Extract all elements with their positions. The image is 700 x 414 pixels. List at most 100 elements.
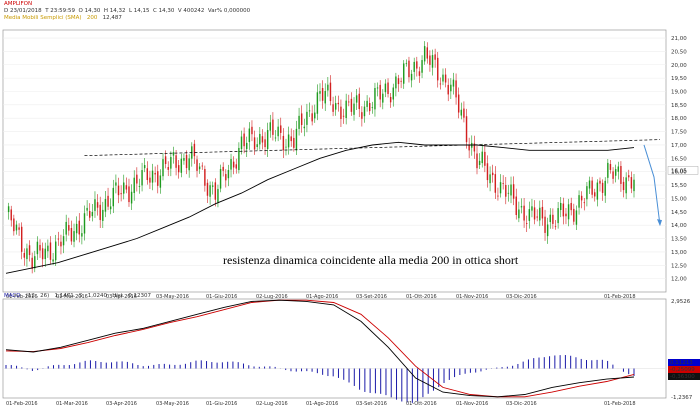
price-x-tick-label: 01-Nov-2016 <box>456 294 488 300</box>
price-tick-label: 13,50 <box>671 237 687 243</box>
forecast-arrow <box>643 144 661 226</box>
candle-body <box>282 135 285 151</box>
candle-body <box>277 126 279 137</box>
candle-body <box>560 202 562 211</box>
candle-body <box>209 185 211 197</box>
candle-body <box>217 188 219 203</box>
macd-name: MACD <box>4 293 21 299</box>
price-tick-label: 14,00 <box>671 223 687 229</box>
candle-body <box>28 245 31 256</box>
candle-body <box>452 79 455 87</box>
candle-body <box>410 73 413 81</box>
candle-body <box>306 111 308 125</box>
price-x-tick-label: 02-Lug-2016 <box>256 294 288 300</box>
candle-body <box>591 180 593 195</box>
macd-bottom-tick: -1,2367 <box>671 395 693 401</box>
candle-body <box>94 199 96 211</box>
candle-body <box>374 88 376 110</box>
candle-body <box>478 160 481 165</box>
candle-body <box>128 186 130 203</box>
candle-body <box>172 152 175 156</box>
candle-body <box>586 186 588 200</box>
candle-body <box>70 227 73 242</box>
macd-value-badge <box>668 373 700 380</box>
macd-x-tick-label: 03-Set-2016 <box>356 401 387 407</box>
candle-body <box>83 213 86 234</box>
candle-body <box>376 87 379 89</box>
quote-line: D 23/01/2018 T 23:59:59 O 14,30 H 14,32 … <box>4 8 250 15</box>
quote-time: T 23:59:59 <box>45 8 75 14</box>
candle-body <box>62 236 65 246</box>
candle-body <box>437 57 439 81</box>
candle-body <box>290 136 292 142</box>
quote-open: O 14,30 <box>78 8 101 14</box>
candle-body <box>554 226 557 228</box>
macd-value-badge-label: 0,11213 <box>670 360 693 366</box>
forecast-arrowhead <box>657 219 662 227</box>
candle-body <box>463 108 465 118</box>
macd-x-tick-label: 03-Dic-2016 <box>506 401 537 407</box>
candle-body <box>369 103 371 112</box>
candle-body <box>583 202 585 204</box>
candle-body <box>473 143 476 152</box>
price-x-tick-label: 01-Feb-2016 <box>6 294 38 300</box>
candle-body <box>321 88 324 101</box>
candle-body <box>295 128 298 151</box>
candle-body <box>151 170 154 183</box>
candle-body <box>78 220 80 235</box>
candle-body <box>528 209 531 221</box>
price-tick-label: 20,50 <box>671 49 687 55</box>
candle-body <box>248 128 251 143</box>
candle-body <box>348 101 350 103</box>
macd-x-tick-label: 03-Apr-2016 <box>106 401 137 407</box>
candle-body <box>102 209 104 221</box>
macd-x-tick-label: 01-Feb-2018 <box>604 401 636 407</box>
macd-x-tick-label: 01-Ago-2016 <box>306 401 338 407</box>
candle-body <box>91 211 94 217</box>
price-tick-label: 19,00 <box>671 89 687 95</box>
macd-x-tick-label: 01-Nov-2016 <box>456 401 488 407</box>
macd-hist-label: Hist <box>112 293 123 299</box>
candle-body <box>7 206 10 213</box>
candle-body <box>334 103 337 110</box>
candle-body <box>107 195 109 207</box>
candle-body <box>340 106 342 119</box>
candle-body <box>185 154 188 169</box>
price-x-tick-label: 03-Apr-2016 <box>106 294 137 300</box>
price-tick-label: 16,00 <box>671 170 687 176</box>
candle-body <box>143 165 146 169</box>
price-x-tick-label: 03-Set-2016 <box>356 294 387 300</box>
candle-body <box>457 94 460 113</box>
candle-body <box>567 204 570 220</box>
candle-body <box>138 186 141 187</box>
candle-body <box>47 245 49 252</box>
candle-body <box>588 180 591 189</box>
candle-body <box>170 157 172 169</box>
price-tick-label: 17,00 <box>671 143 687 149</box>
candle-body <box>366 100 368 107</box>
candle-body <box>423 46 426 62</box>
quote-volume: V 400242 <box>177 8 205 14</box>
price-tick-label: 20,00 <box>671 63 687 69</box>
candle-body <box>439 83 442 85</box>
candle-body <box>499 182 502 194</box>
candle-body <box>580 195 583 201</box>
candle-body <box>73 231 75 242</box>
candle-body <box>319 91 321 94</box>
candle-body <box>104 198 107 212</box>
macd-panel <box>2 298 667 399</box>
annotation-text: resistenza dinamica coincidente alla med… <box>223 253 519 267</box>
candle-body <box>363 106 366 117</box>
candle-body <box>342 115 345 117</box>
candle-body <box>434 54 436 60</box>
candle-body <box>219 169 222 189</box>
candle-body <box>36 241 39 255</box>
candle-body <box>429 55 431 65</box>
candle-body <box>361 112 363 119</box>
candle-body <box>617 166 620 172</box>
candle-body <box>65 221 67 235</box>
candle-body <box>622 181 625 191</box>
candle-body <box>353 103 355 115</box>
candle-body <box>518 209 520 219</box>
